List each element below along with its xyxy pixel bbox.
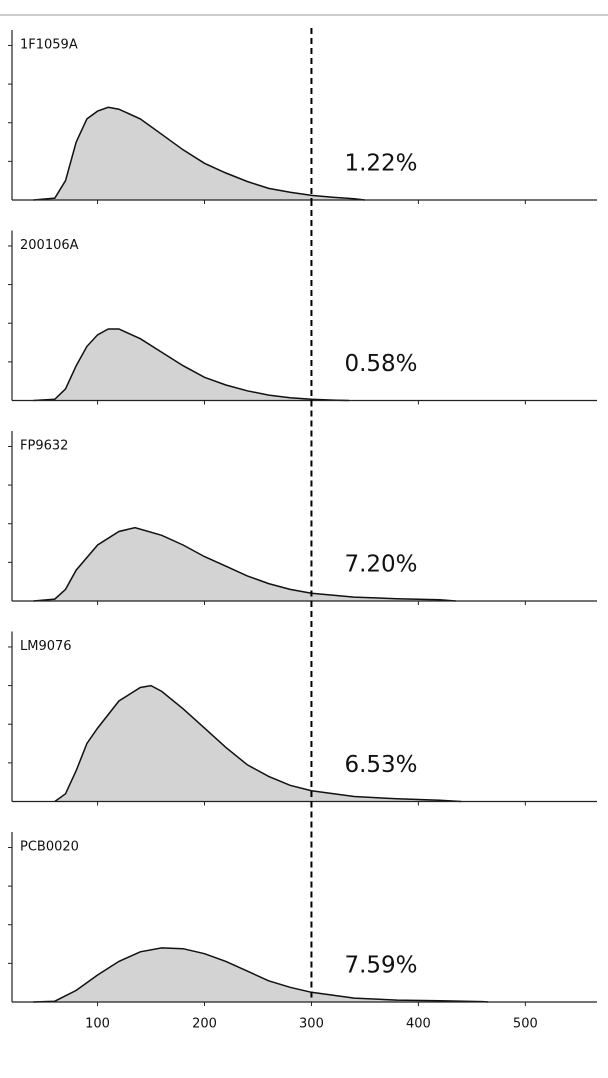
percent-annotation: 6.53%	[344, 752, 417, 778]
panel-label: 200106A	[20, 238, 79, 253]
area-fill	[33, 947, 488, 1002]
percent-annotation: 7.20%	[344, 552, 417, 578]
x-tick-label: 100	[85, 1017, 110, 1032]
area-fill	[33, 107, 365, 200]
percent-annotation: 1.22%	[344, 151, 417, 177]
x-tick-label: 500	[513, 1017, 538, 1032]
x-tick-label: 400	[406, 1017, 431, 1032]
density-line	[33, 106, 365, 201]
density-line	[33, 947, 488, 1003]
density-line	[33, 526, 456, 602]
area-fill	[54, 685, 462, 802]
panel-label: PCB0020	[20, 840, 79, 855]
panel-label: 1F1059A	[20, 38, 78, 53]
area-fill	[33, 527, 456, 601]
percent-annotation: 0.58%	[344, 351, 417, 377]
density-line	[33, 328, 349, 402]
panel-label: LM9076	[20, 639, 72, 654]
area-fill	[33, 329, 349, 401]
density-line	[54, 684, 462, 803]
x-tick-label: 200	[192, 1017, 217, 1032]
x-tick-label: 300	[299, 1017, 324, 1032]
panel-label: FP9632	[20, 439, 68, 454]
percent-annotation: 7.59%	[344, 953, 417, 979]
